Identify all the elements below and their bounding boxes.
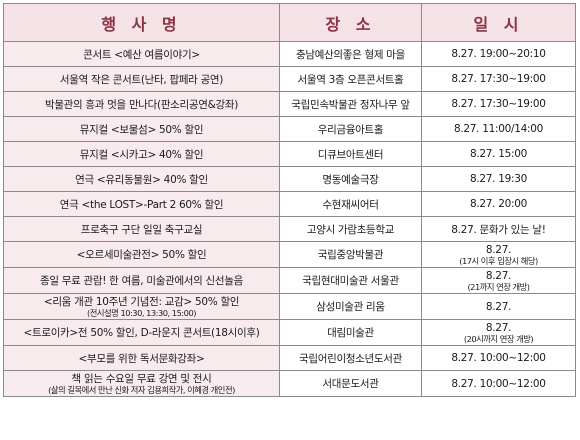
table-row: 프로축구 구단 일일 축구교실 고양시 가람초등학교 8.27. 문화가 있는 … [3, 216, 576, 242]
event-date: 8.27. 10:00~12:00 [421, 370, 576, 397]
event-place: 디큐브아트센터 [279, 141, 422, 167]
event-date: 8.27. 문화가 있는 날! [421, 216, 576, 242]
event-name: <트로이카>전 50% 할인, D-라운지 콘서트(18시이후) [3, 319, 280, 346]
event-date: 8.27. 17:30~19:00 [421, 91, 576, 117]
table-row: 연극 <유리동물원> 40% 할인 명동예술극장 8.27. 19:30 [3, 166, 576, 192]
event-date: 8.27. 10:00~12:00 [421, 345, 576, 371]
event-name: 책 읽는 수요일 무료 강연 및 전시 (삶의 길목에서 만난 신화 저자 김용… [3, 370, 280, 397]
event-place: 수현재씨어터 [279, 191, 422, 217]
event-place: 서대문도서관 [279, 370, 422, 397]
table-row: <오르세미술관전> 50% 할인 국립중앙박물관 8.27. (17시 이후 입… [3, 241, 576, 268]
event-name: 종일 무료 관람! 한 여름, 미술관에서의 신선놀음 [3, 267, 280, 294]
event-date-main: 8.27. [485, 243, 512, 256]
event-name: <리움 개관 10주년 기념전: 교감> 50% 할인 (전시설명 10:30,… [3, 293, 280, 320]
event-name: <오르세미술관전> 50% 할인 [3, 241, 280, 268]
event-place: 국립민속박물관 정자나무 앞 [279, 91, 422, 117]
event-date: 8.27. 19:30 [421, 166, 576, 192]
event-name-main: <리움 개관 10주년 기념전: 교감> 50% 할인 [43, 295, 240, 308]
event-place: 고양시 가람초등학교 [279, 216, 422, 242]
event-date: 8.27. 11:00/14:00 [421, 116, 576, 142]
table-row: <트로이카>전 50% 할인, D-라운지 콘서트(18시이후) 대림미술관 8… [3, 319, 576, 346]
event-name: 연극 <유리동물원> 40% 할인 [3, 166, 280, 192]
event-place: 대림미술관 [279, 319, 422, 346]
table-row: 연극 <the LOST>-Part 2 60% 할인 수현재씨어터 8.27.… [3, 191, 576, 217]
event-date-note: (20시까지 연장 개방) [463, 333, 534, 344]
event-date: 8.27. (20시까지 연장 개방) [421, 319, 576, 346]
header-date: 일 시 [421, 3, 576, 42]
header-event: 행 사 명 [3, 3, 280, 42]
event-date-note: (17시 이후 입장시 해당) [459, 255, 538, 266]
event-name: 뮤지컬 <보물섬> 50% 할인 [3, 116, 280, 142]
event-date: 8.27. 17:30~19:00 [421, 66, 576, 92]
event-date-note: (21까지 연장 개방) [467, 281, 530, 292]
event-place: 국립현대미술관 서울관 [279, 267, 422, 294]
table-row: 책 읽는 수요일 무료 강연 및 전시 (삶의 길목에서 만난 신화 저자 김용… [3, 370, 576, 397]
event-date-main: 8.27. [485, 269, 512, 282]
event-name-main: 책 읽는 수요일 무료 강연 및 전시 [71, 372, 212, 385]
table-row: <부모를 위한 독서문화강좌> 국립어린이청소년도서관 8.27. 10:00~… [3, 345, 576, 371]
event-name: 콘서트 <예산 여름이야기> [3, 41, 280, 67]
table-row: 박물관의 흥과 멋을 만나다(판소리공연&강좌) 국립민속박물관 정자나무 앞 … [3, 91, 576, 117]
table-row: <리움 개관 10주년 기념전: 교감> 50% 할인 (전시설명 10:30,… [3, 293, 576, 320]
event-place: 국립어린이청소년도서관 [279, 345, 422, 371]
event-date: 8.27. 19:00~20:10 [421, 41, 576, 67]
event-place: 우리금융아트홀 [279, 116, 422, 142]
event-date: 8.27. (17시 이후 입장시 해당) [421, 241, 576, 268]
table-row: 서울역 작은 콘서트(난타, 팝페라 공연) 서울역 3층 오픈콘서트홀 8.2… [3, 66, 576, 92]
event-place: 서울역 3층 오픈콘서트홀 [279, 66, 422, 92]
event-place: 국립중앙박물관 [279, 241, 422, 268]
table-row: 종일 무료 관람! 한 여름, 미술관에서의 신선놀음 국립현대미술관 서울관 … [3, 267, 576, 294]
event-place: 충남예산의좋은 형제 마을 [279, 41, 422, 67]
event-date: 8.27. 15:00 [421, 141, 576, 167]
event-name: <부모를 위한 독서문화강좌> [3, 345, 280, 371]
event-name: 연극 <the LOST>-Part 2 60% 할인 [3, 191, 280, 217]
event-date: 8.27. [421, 293, 576, 320]
table-row: 뮤지컬 <시카고> 40% 할인 디큐브아트센터 8.27. 15:00 [3, 141, 576, 167]
event-name-note: (전시설명 10:30, 13:30, 15:00) [87, 307, 196, 318]
event-date-main: 8.27. [485, 321, 512, 334]
event-name-note: (삶의 길목에서 만난 신화 저자 김용희작가, 이혜경 개인전) [48, 384, 235, 395]
events-table: 행 사 명 장 소 일 시 콘서트 <예산 여름이야기> 충남예산의좋은 형제 … [3, 3, 576, 397]
event-name: 뮤지컬 <시카고> 40% 할인 [3, 141, 280, 167]
event-date: 8.27. (21까지 연장 개방) [421, 267, 576, 294]
event-date: 8.27. 20:00 [421, 191, 576, 217]
table-row: 콘서트 <예산 여름이야기> 충남예산의좋은 형제 마을 8.27. 19:00… [3, 41, 576, 67]
event-name: 서울역 작은 콘서트(난타, 팝페라 공연) [3, 66, 280, 92]
event-name: 프로축구 구단 일일 축구교실 [3, 216, 280, 242]
header-row: 행 사 명 장 소 일 시 [3, 3, 576, 42]
header-place: 장 소 [279, 3, 422, 42]
event-place: 명동예술극장 [279, 166, 422, 192]
table-row: 뮤지컬 <보물섬> 50% 할인 우리금융아트홀 8.27. 11:00/14:… [3, 116, 576, 142]
event-name: 박물관의 흥과 멋을 만나다(판소리공연&강좌) [3, 91, 280, 117]
event-place: 삼성미술관 리움 [279, 293, 422, 320]
